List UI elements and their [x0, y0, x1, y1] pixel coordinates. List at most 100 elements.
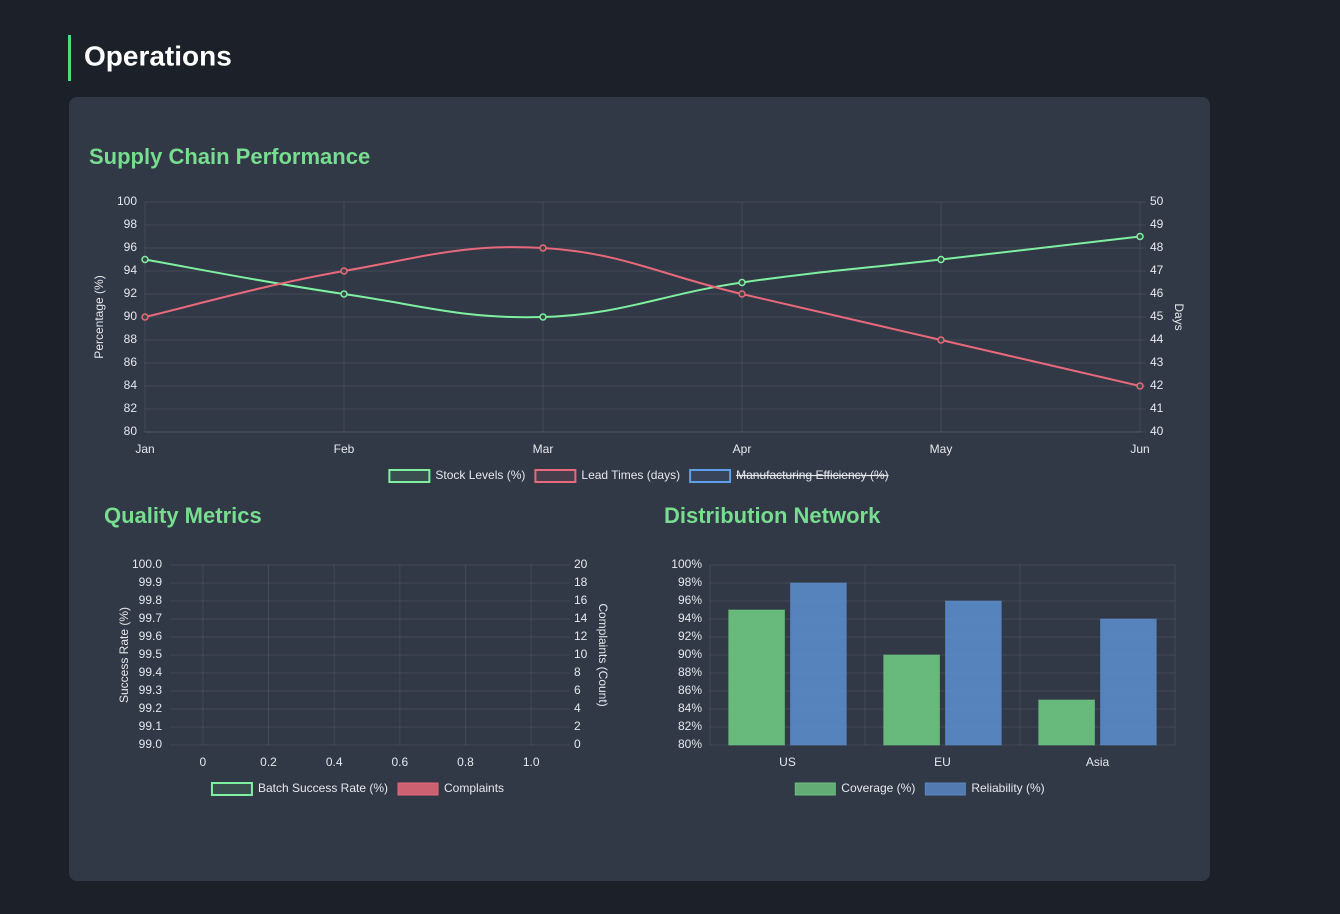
- y-tick-label: 100: [117, 194, 137, 208]
- legend-label: Batch Success Rate (%): [258, 781, 388, 795]
- x-tick-label: Jan: [135, 442, 154, 456]
- legend: Coverage (%) Reliability (%): [794, 781, 1045, 796]
- y-tick-label: 90%: [678, 647, 702, 661]
- x-tick-label: Asia: [1086, 755, 1110, 769]
- x-tick-label: 0.2: [260, 755, 277, 769]
- legend-swatch: [534, 469, 577, 483]
- bar: [883, 654, 941, 746]
- point: [340, 267, 348, 275]
- y2-tick-label: 44: [1150, 332, 1164, 346]
- point: [937, 336, 945, 344]
- y-tick-label: 99.3: [139, 683, 163, 697]
- legend-swatch: [689, 469, 732, 483]
- legend-label: Stock Levels (%): [435, 468, 525, 482]
- y2-tick-label: 8: [574, 665, 581, 679]
- point: [1136, 232, 1144, 241]
- bar: [945, 600, 1002, 746]
- y-tick-label: 82: [124, 401, 138, 415]
- legend-label: Manufacturing Efficiency (%): [736, 468, 889, 482]
- point: [340, 290, 348, 298]
- y-tick-label: 88%: [678, 665, 702, 679]
- y-tick-label: 96%: [678, 593, 702, 607]
- legend: Stock Levels (%) Lead Times (days) Manufac…: [388, 468, 889, 483]
- y2-tick-label: 0: [574, 737, 581, 751]
- y-tick-label: 99.0: [139, 737, 163, 751]
- x-tick-label: EU: [934, 755, 951, 769]
- y-tick-label: 99.9: [139, 575, 163, 589]
- y-tick-label: 99.5: [139, 647, 163, 661]
- legend-swatch: [388, 469, 431, 483]
- x-tick-label: 0.8: [457, 755, 474, 769]
- legend-swatch: [924, 782, 966, 796]
- bar: [728, 609, 786, 746]
- header-accent: [68, 35, 71, 81]
- y-tick-label: 80%: [678, 737, 702, 751]
- x-tick-label: 0: [199, 755, 206, 769]
- point: [738, 290, 746, 298]
- y2-tick-label: 48: [1150, 240, 1164, 254]
- y2-axis-title: Complaints (Count): [596, 603, 610, 706]
- y-tick-label: 99.1: [139, 719, 163, 733]
- x-tick-label: Mar: [533, 442, 554, 456]
- x-tick-label: Apr: [733, 442, 752, 456]
- y2-tick-label: 46: [1150, 286, 1164, 300]
- y2-tick-label: 45: [1150, 309, 1164, 323]
- y-tick-label: 92: [124, 286, 138, 300]
- legend: Batch Success Rate (%) Complaints: [210, 781, 504, 796]
- y-tick-label: 99.8: [139, 593, 163, 607]
- y-tick-label: 86: [124, 355, 138, 369]
- legend-swatch: [794, 782, 836, 796]
- y-tick-label: 86%: [678, 683, 702, 697]
- y2-tick-label: 40: [1150, 424, 1164, 438]
- y-tick-label: 88: [124, 332, 138, 346]
- x-tick-label: Jun: [1130, 442, 1149, 456]
- x-tick-label: 0.4: [326, 755, 343, 769]
- point: [141, 313, 149, 321]
- y2-tick-label: 41: [1150, 401, 1164, 415]
- x-tick-label: 1.0: [523, 755, 540, 769]
- y-tick-label: 100%: [671, 557, 702, 571]
- y2-tick-label: 14: [574, 611, 588, 625]
- x-tick-label: Feb: [334, 442, 355, 456]
- y-tick-label: 99.2: [139, 701, 163, 715]
- y-tick-label: 94%: [678, 611, 702, 625]
- bar: [790, 582, 847, 746]
- y-tick-label: 94: [124, 263, 138, 277]
- y-tick-label: 98: [124, 217, 138, 231]
- chart-title: Supply Chain Performance: [89, 144, 370, 169]
- point: [1136, 382, 1144, 390]
- line: [144, 246, 1141, 387]
- y-tick-label: 99.6: [139, 629, 163, 643]
- line: [144, 235, 1141, 319]
- y-tick-label: 99.4: [139, 665, 163, 679]
- x-tick-label: US: [779, 755, 796, 769]
- y-axis-title: Percentage (%): [92, 275, 106, 358]
- y2-tick-label: 18: [574, 575, 588, 589]
- y2-tick-label: 16: [574, 593, 588, 607]
- y2-tick-label: 42: [1150, 378, 1164, 392]
- y2-axis-title: Days: [1172, 303, 1186, 330]
- y2-tick-label: 20: [574, 557, 588, 571]
- card: [69, 97, 1210, 881]
- legend-swatch: [397, 782, 439, 796]
- y2-tick-label: 4: [574, 701, 581, 715]
- chart-title: Quality Metrics: [104, 503, 262, 528]
- y-tick-label: 100.0: [132, 557, 162, 571]
- y-tick-label: 98%: [678, 575, 702, 589]
- page-title: Operations: [84, 40, 232, 71]
- y2-tick-label: 10: [574, 647, 588, 661]
- x-tick-label: May: [930, 442, 953, 456]
- y-tick-label: 96: [124, 240, 138, 254]
- point: [937, 255, 945, 264]
- y2-tick-label: 12: [574, 629, 588, 643]
- y2-tick-label: 6: [574, 683, 581, 697]
- y-tick-label: 90: [124, 309, 138, 323]
- legend-label: Lead Times (days): [581, 468, 680, 482]
- bar: [1038, 699, 1095, 746]
- y-axis-title: Success Rate (%): [117, 607, 131, 703]
- y-tick-label: 84: [124, 378, 138, 392]
- x-tick-label: 0.6: [391, 755, 408, 769]
- legend-label: Coverage (%): [841, 781, 915, 795]
- point: [539, 244, 547, 252]
